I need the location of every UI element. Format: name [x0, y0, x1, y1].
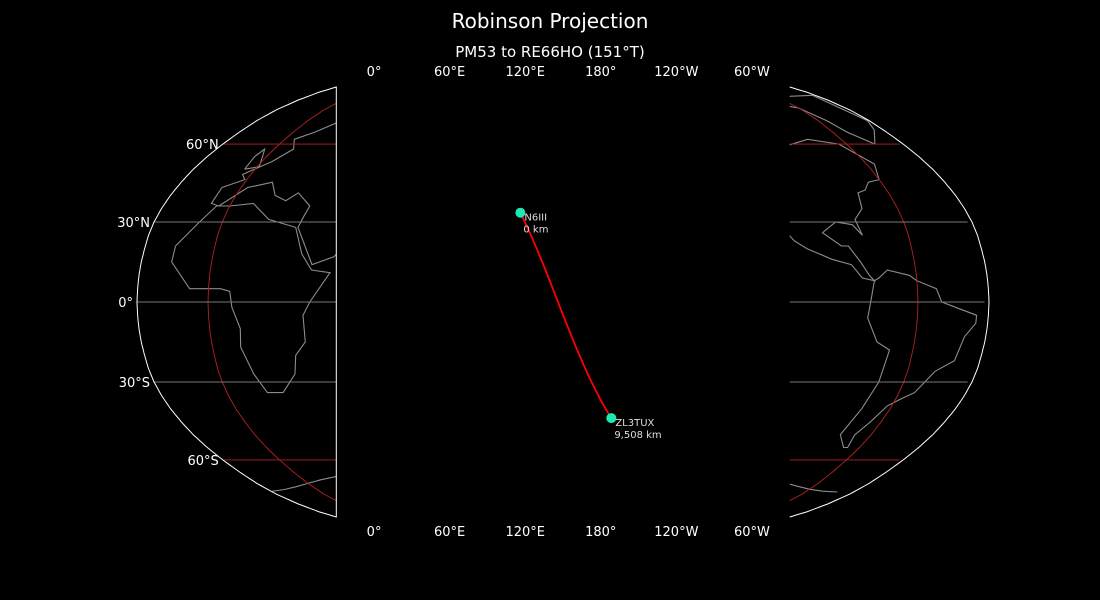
top-lon-tick-label: 0° [367, 65, 382, 80]
coastline-africa [171, 202, 331, 394]
top-lon-tick-label: 120°W [654, 65, 698, 80]
meridian-line [600, 87, 635, 517]
bottom-lon-tick-label: 60°W [734, 525, 770, 540]
lat-tick-label: 30°N [117, 216, 150, 231]
figure-title: Robinson Projection [451, 9, 649, 33]
station-callsign: ZL3TUX [615, 418, 654, 429]
lat-tick-label: 30°S [119, 376, 150, 391]
coastline-namerica [637, 117, 880, 282]
coastline-nzn [613, 394, 626, 413]
great-circle-path [519, 212, 613, 419]
coastline-australia [479, 329, 571, 404]
map-subtitle: PM53 to RE66HO (151°T) [455, 43, 645, 61]
station-dot[interactable] [515, 207, 526, 218]
top-lon-tick-label: 60°E [434, 65, 465, 80]
station-distance: 9,508 km [614, 430, 661, 441]
lat-tick-label: 60°N [186, 138, 219, 153]
bottom-lon-tick-label: 120°E [505, 525, 545, 540]
top-lon-tick-label: 60°W [734, 65, 770, 80]
coastline-eurasia [210, 103, 618, 300]
coastline-greenland [775, 94, 876, 145]
coastlines [171, 94, 978, 493]
bottom-lon-tick-label: 180° [585, 525, 616, 540]
station-dot[interactable] [606, 413, 617, 424]
coastline-sumatra [432, 288, 460, 319]
coastline-borneo [465, 282, 491, 314]
coastline-samerica [839, 269, 978, 449]
station-distance: 0 km [523, 225, 548, 236]
lat-tick-label: 0° [118, 296, 133, 311]
map-outline [136, 86, 990, 518]
bottom-lon-tick-label: 0° [367, 525, 382, 540]
meridian-line [491, 87, 526, 517]
bottom-lon-tick-label: 60°E [434, 525, 465, 540]
lat-tick-label: 60°S [188, 454, 219, 469]
top-lon-tick-label: 120°E [505, 65, 545, 80]
coastline-newguinea [517, 304, 565, 330]
meridian-line [349, 87, 450, 517]
meridian-line [676, 87, 777, 517]
top-lon-tick-label: 180° [585, 65, 616, 80]
coastline-antarctica [271, 473, 838, 493]
bottom-lon-tick-label: 120°W [654, 525, 698, 540]
station-callsign: N6III [524, 213, 547, 224]
